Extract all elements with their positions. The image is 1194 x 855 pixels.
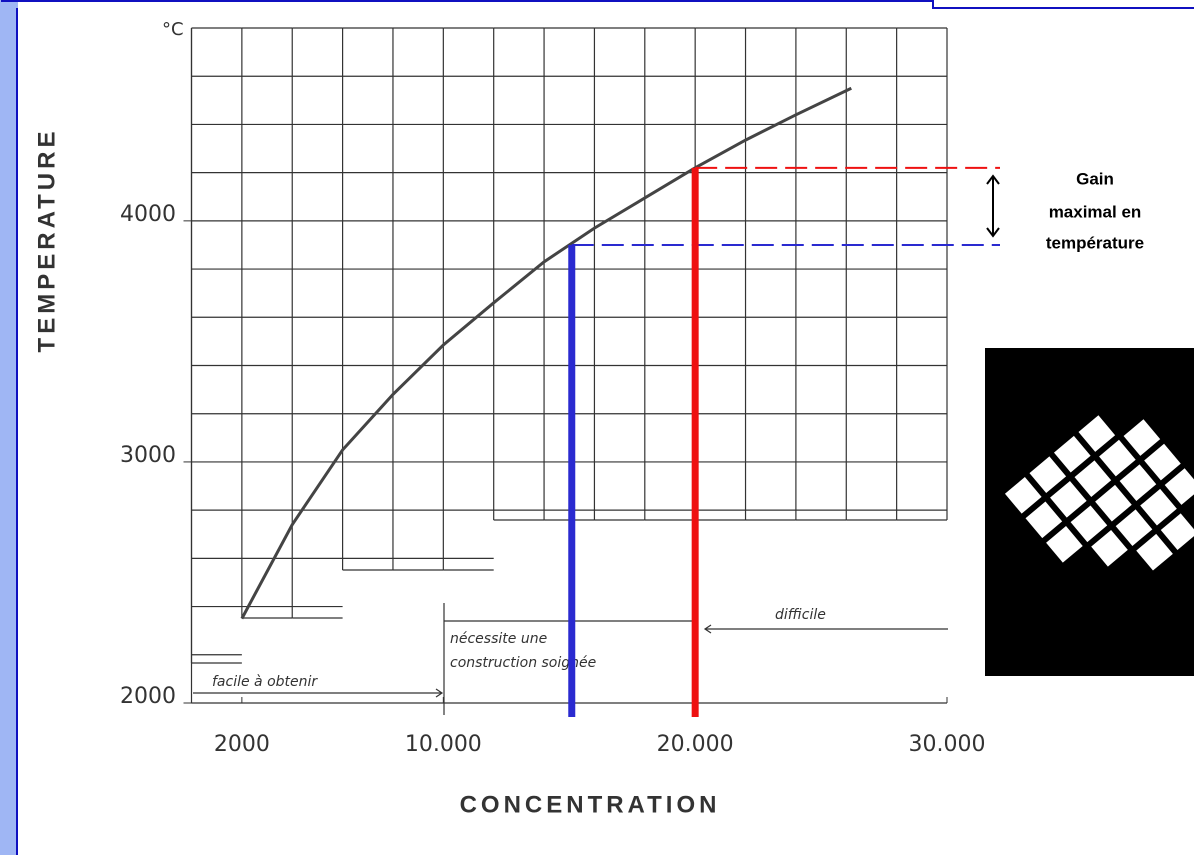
zone-label: facile à obtenir [212, 674, 318, 690]
gain-label: température [1046, 233, 1144, 252]
y-tick-label: 4000 [120, 202, 176, 227]
gain-label: maximal en [1049, 202, 1142, 221]
x-tick-label: 20.000 [657, 732, 734, 757]
grid [190, 27, 948, 704]
photo [985, 348, 1194, 676]
gain-arrow [986, 174, 1000, 238]
y-tick-label: 3000 [120, 443, 176, 468]
gain-label: Gain [1076, 169, 1114, 188]
x-tick-label: 30.000 [909, 732, 986, 757]
y-unit: °C [162, 19, 184, 40]
x-axis-label: CONCENTRATION [460, 791, 721, 818]
x-tick-label: 10.000 [405, 732, 482, 757]
y-axis-label: TEMPERATURE [33, 128, 60, 353]
zone-label: nécessite une construction soignée [450, 631, 597, 671]
y-tick-label: 2000 [120, 684, 176, 709]
zone-label-box: nécessite une construction soignée [450, 631, 597, 671]
curve [240, 86, 852, 620]
x-tick-label: 2000 [214, 732, 270, 757]
zone-label: difficile [775, 607, 826, 623]
